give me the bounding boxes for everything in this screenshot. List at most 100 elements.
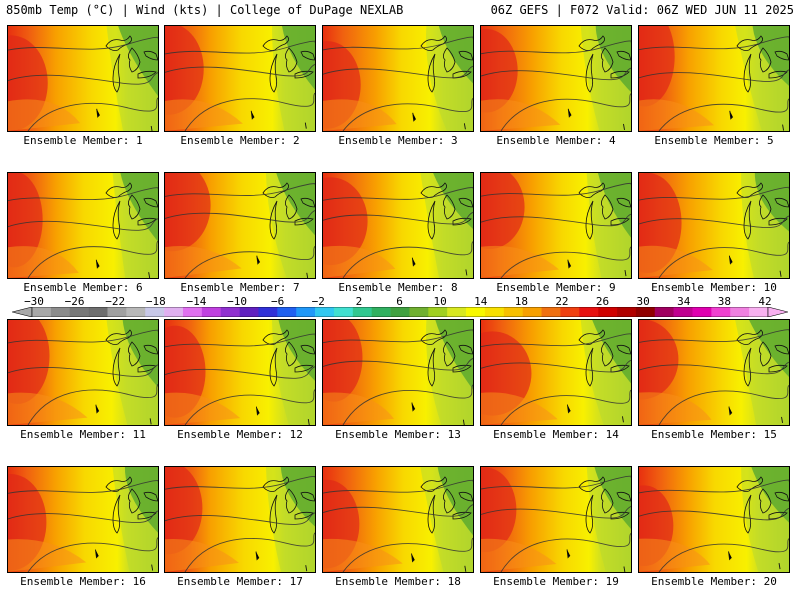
ensemble-member-label: Ensemble Member: 9 [496, 281, 616, 294]
ensemble-map-panel [7, 466, 159, 573]
colorbar-segment [333, 307, 354, 317]
ensemble-map-panel [164, 319, 316, 426]
ensemble-map-panel [638, 466, 790, 573]
colorbar-segment [220, 307, 240, 317]
wind-barbs [95, 404, 152, 425]
colorbar-segment [673, 307, 693, 317]
height-contours [639, 479, 789, 572]
colorbar-segment [145, 307, 165, 317]
colorbar-segment [69, 307, 89, 317]
cool-core [124, 467, 158, 533]
colorbar-tick-label: 38 [717, 295, 731, 308]
colorbar-tick-label: −30 [24, 295, 44, 308]
ensemble-map [165, 467, 315, 572]
ensemble-map-panel [480, 466, 632, 573]
colorbar-segment [371, 307, 391, 317]
cool-core [435, 320, 473, 390]
ensemble-map-panel [480, 172, 632, 279]
warm-core [481, 467, 517, 553]
ensemble-member-label: Ensemble Member: 8 [338, 281, 458, 294]
colorbar-segment [560, 307, 580, 317]
warm-band [323, 392, 395, 425]
wind-barbs [256, 255, 309, 278]
colorbar-tick-label: 6 [396, 295, 403, 308]
colorbar-segment [541, 307, 561, 317]
warm-core [481, 28, 518, 113]
height-contours [8, 329, 158, 425]
colorbar-tick-label: −22 [105, 295, 126, 308]
great-lakes-outline [420, 329, 473, 387]
height-contours [8, 187, 158, 278]
warm-core [481, 173, 525, 250]
great-lakes-outline [105, 182, 158, 240]
wind-barbs [411, 402, 465, 425]
ensemble-map-panel [480, 319, 632, 426]
colorbar-segment [409, 307, 429, 317]
ensemble-map [481, 320, 631, 425]
ensemble-member-label: Ensemble Member: 10 [651, 281, 777, 294]
colorbar-segment [635, 307, 656, 317]
height-contours [323, 187, 473, 278]
ensemble-member-label: Ensemble Member: 7 [180, 281, 300, 294]
ensemble-map-panel [322, 319, 474, 426]
warm-band [165, 392, 241, 425]
ensemble-map [481, 173, 631, 278]
great-lakes-outline [262, 476, 315, 534]
great-lakes-outline [105, 476, 158, 534]
ensemble-map [639, 173, 789, 278]
ensemble-member-label: Ensemble Member: 20 [651, 575, 777, 588]
ensemble-map [323, 467, 473, 572]
great-lakes-outline [420, 35, 473, 93]
colorbar-segment [352, 307, 372, 317]
height-contours [481, 182, 631, 278]
colorbar-low-arrow [12, 307, 33, 317]
warm-core [165, 467, 203, 555]
ensemble-map [481, 467, 631, 572]
warm-band [323, 245, 396, 278]
ensemble-map [8, 320, 158, 425]
colorbar-segment [239, 307, 259, 317]
ensemble-map-panel [7, 319, 159, 426]
colorbar-tick-label: −14 [186, 295, 207, 308]
colorbar-tick-label: −26 [64, 295, 85, 308]
height-contours [639, 36, 789, 131]
colorbar-segment [484, 307, 505, 317]
warm-core [8, 173, 43, 268]
ensemble-member-label: Ensemble Member: 19 [493, 575, 619, 588]
warm-band [165, 99, 243, 131]
ensemble-member-label: Ensemble Member: 13 [335, 428, 461, 441]
warm-band [639, 392, 712, 425]
colorbar-tick-label: 26 [595, 295, 610, 308]
colorbar-segment [107, 307, 127, 317]
ensemble-map-panel [322, 466, 474, 573]
ensemble-map-panel [638, 319, 790, 426]
colorbar-tick-label: 14 [474, 295, 488, 308]
colorbar-tick-label: 18 [514, 295, 528, 308]
cool-core [754, 173, 789, 232]
great-lakes-outline [262, 329, 315, 387]
warm-core [323, 177, 368, 266]
great-lakes-outline [262, 35, 315, 93]
colorbar-tick-label: 22 [555, 295, 569, 308]
header-title-left: 850mb Temp (°C) | Wind (kts) | College o… [6, 3, 404, 17]
height-contours [639, 186, 789, 278]
colorbar-tick-label: −18 [145, 295, 166, 308]
ensemble-member-label: Ensemble Member: 15 [651, 428, 777, 441]
warm-band [639, 538, 711, 572]
warm-core [639, 26, 675, 107]
colorbar-segment [579, 307, 599, 317]
ensemble-member-label: Ensemble Member: 4 [496, 134, 616, 147]
header-title-right: 06Z GEFS | F072 Valid: 06Z WED JUN 11 20… [490, 3, 794, 17]
warm-band [323, 99, 397, 131]
colorbar-segment [654, 307, 674, 317]
ensemble-map [165, 173, 315, 278]
ensemble-member-label: Ensemble Member: 2 [180, 134, 300, 147]
wind-barbs [728, 551, 781, 570]
height-contours [165, 476, 315, 572]
wind-barbs [95, 259, 151, 278]
wind-barbs [412, 112, 466, 130]
ensemble-member-label: Ensemble Member: 12 [177, 428, 303, 441]
height-contours [165, 333, 315, 425]
great-lakes-outline [578, 476, 631, 534]
great-lakes-outline [578, 329, 631, 387]
